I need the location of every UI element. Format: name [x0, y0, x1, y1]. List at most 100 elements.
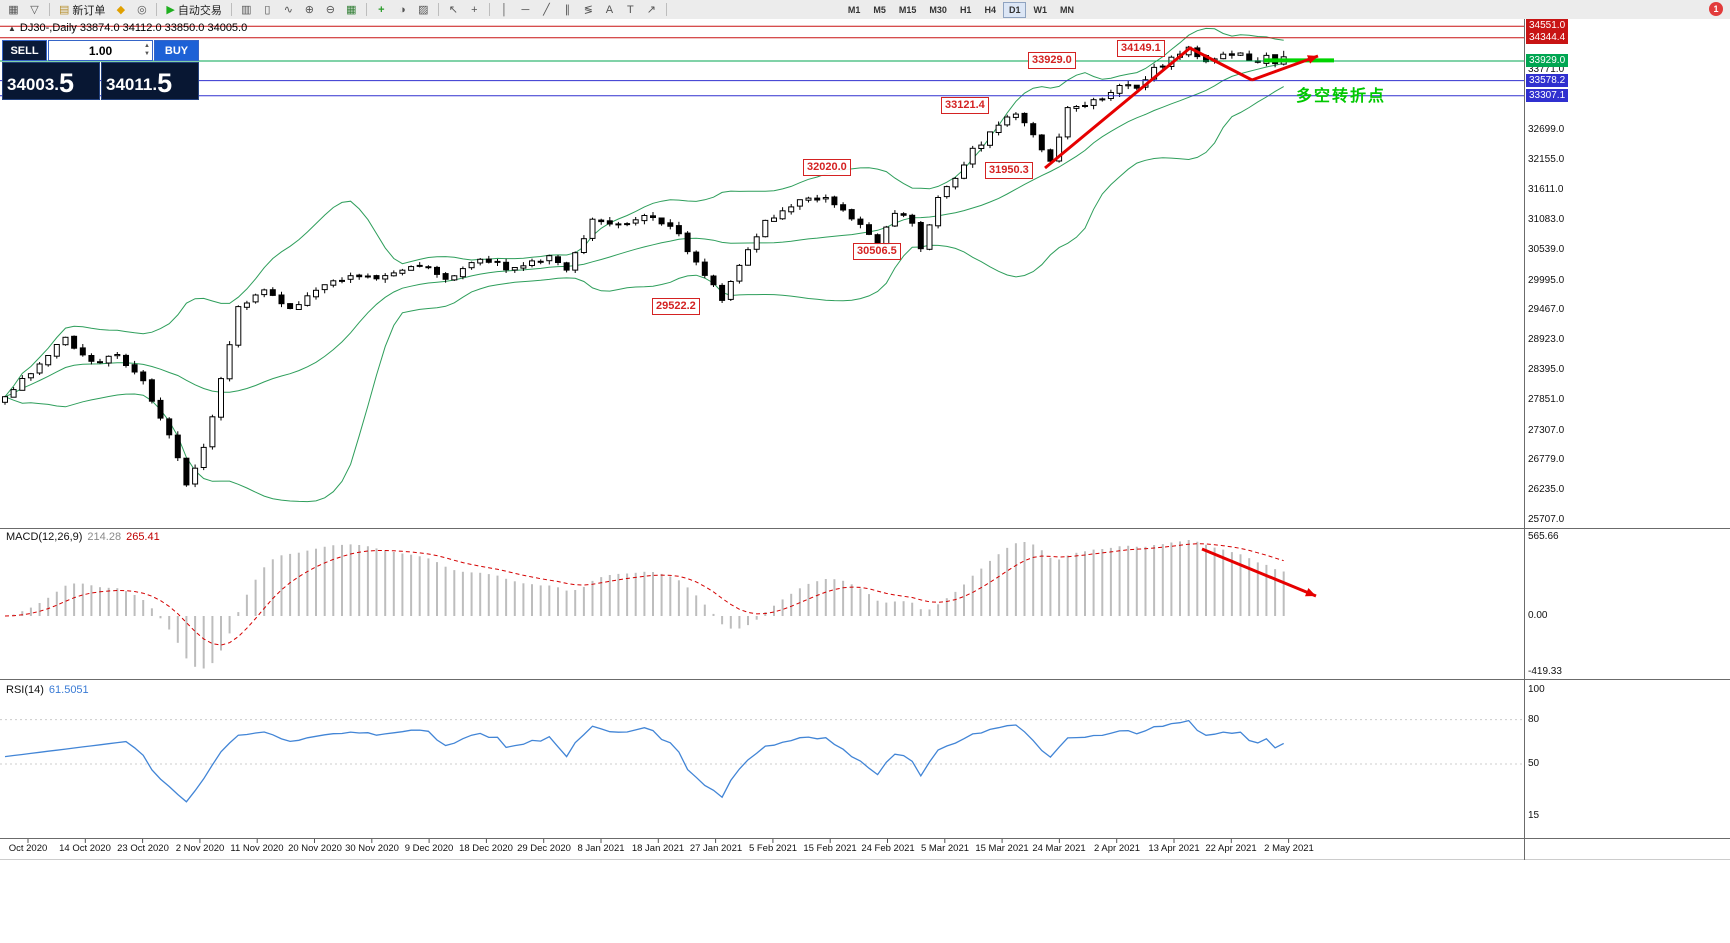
volume-up-icon[interactable]: ▲	[144, 43, 150, 49]
time-axis-label: 13 Apr 2021	[1148, 843, 1200, 854]
tile-windows-button[interactable]: ▦	[346, 4, 357, 16]
toolbar-separator	[488, 3, 490, 16]
toolbar-separator	[365, 3, 367, 16]
price-axis-line-label: 34551.0	[1526, 19, 1569, 32]
price-axis-label: 33771.0	[1528, 64, 1565, 75]
templates-button[interactable]: ▨	[418, 4, 429, 16]
price-axis-line-label: 33307.1	[1526, 89, 1569, 102]
price-callout[interactable]: 31950.3	[985, 162, 1033, 179]
price-axis-label: 26779.0	[1528, 454, 1565, 465]
price-axis-line-label: 33578.2	[1526, 74, 1569, 87]
arrows-button[interactable]: ↗	[646, 4, 656, 16]
timeframe-m1-button[interactable]: M1	[847, 4, 861, 15]
indicators-button[interactable]: +	[378, 3, 385, 16]
timeframe-m15-button[interactable]: M15	[898, 4, 917, 15]
new-chart-button[interactable]: ▦	[8, 4, 19, 16]
price-callout[interactable]: 29522.2	[652, 298, 700, 315]
price-callout[interactable]: 30506.5	[853, 243, 901, 260]
time-axis-label: 5 Mar 2021	[920, 843, 970, 854]
text-button[interactable]: A	[605, 3, 614, 16]
crosshair-button[interactable]: +	[471, 3, 478, 16]
toolbar-separator	[665, 3, 667, 16]
time-axis-label: 5 Feb 2021	[748, 843, 798, 854]
time-axis-label: 11 Nov 2020	[230, 843, 284, 854]
fibonacci-button[interactable]: ≶	[583, 4, 593, 16]
price-axis-label: 26235.0	[1528, 484, 1565, 495]
new-order-button[interactable]: ▤ 新订单	[59, 4, 106, 17]
toolbar-separator	[230, 3, 232, 16]
buy-price[interactable]: 34011. 5	[101, 62, 199, 100]
toolbar-separator	[49, 3, 50, 16]
timeframe-h4-button[interactable]: H4	[984, 4, 996, 15]
chart-annotation-text[interactable]: 多空转折点	[1296, 88, 1387, 105]
sell-button[interactable]: SELL	[2, 40, 47, 61]
time-axis-label: 14 Oct 2020	[59, 843, 111, 854]
price-axis-line-label: 34344.4	[1526, 31, 1569, 44]
buy-button[interactable]: BUY	[154, 40, 199, 61]
channel-button[interactable]: ∥	[564, 4, 571, 16]
time-axis-label: 24 Feb 2021	[861, 843, 915, 854]
zoom-in-button[interactable]: ⊕	[304, 4, 314, 16]
line-chart-button[interactable]: ∿	[283, 4, 293, 16]
volume-down-icon[interactable]: ▼	[144, 51, 150, 57]
macd-indicator-label: MACD(12,26,9) 214.28 265.41	[6, 531, 160, 543]
rsi-axis-label: 15	[1528, 810, 1540, 821]
price-axis-label: 31611.0	[1528, 184, 1564, 195]
sell-price[interactable]: 34003. 5	[2, 62, 100, 100]
time-axis-label: 9 Dec 2020	[404, 843, 454, 854]
timeframe-h1-button[interactable]: H1	[959, 4, 972, 15]
auto-trading-button[interactable]: ▶ 自动交易	[166, 4, 222, 17]
trendline-button[interactable]: ╱	[543, 4, 550, 16]
rsi-axis-label: 50	[1528, 758, 1540, 769]
cursor-button[interactable]: ↖	[448, 4, 458, 16]
price-callout[interactable]: 33929.0	[1028, 52, 1076, 69]
notification-badge[interactable]: 1	[1709, 2, 1723, 16]
price-callout[interactable]: 33121.4	[941, 97, 989, 114]
vertical-line-button[interactable]: │	[500, 3, 508, 16]
one-click-collapse-icon[interactable]: ▲	[8, 24, 16, 33]
alerts-button[interactable]: ◎	[137, 4, 147, 16]
bar-chart-button[interactable]: ▥	[241, 4, 252, 16]
price-axis-label: 30539.0	[1528, 244, 1565, 255]
macd-axis-label: 0.00	[1528, 610, 1548, 621]
macd-axis-label: -419.33	[1528, 666, 1562, 677]
timeframe-m5-button[interactable]: M5	[873, 4, 886, 15]
candlestick-chart-button[interactable]: ▯	[264, 4, 271, 16]
volume-input[interactable]: 1.00 ▲ ▼	[48, 40, 153, 61]
price-axis-label: 32699.0	[1528, 124, 1565, 135]
one-click-trading-panel: SELL 1.00 ▲ ▼ BUY 34003. 5 34011. 5	[2, 40, 199, 100]
timeframe-d1-button[interactable]: D1	[1002, 1, 1027, 18]
time-axis-label: 2 Nov 2020	[175, 843, 225, 854]
timeframe-toolbar: M1 M5 M15 M30 H1 H4 D1 W1 MN	[842, 1, 1080, 18]
price-callout[interactable]: 34149.1	[1117, 40, 1165, 57]
time-axis-label: 2 Apr 2021	[1094, 843, 1140, 854]
rsi-indicator-label: RSI(14) 61.5051	[6, 684, 89, 696]
zoom-out-button[interactable]: ⊖	[325, 4, 335, 16]
time-axis-label: 30 Nov 2020	[345, 843, 399, 854]
horizontal-line-button[interactable]: ─	[521, 3, 530, 16]
periods-button[interactable]: ◑	[399, 3, 406, 16]
price-axis-label: 27307.0	[1528, 425, 1565, 436]
chart-profiles-button[interactable]: ▽	[30, 4, 39, 16]
mql5-button[interactable]: ◆	[111, 2, 130, 18]
time-axis-label: Oct 2020	[8, 843, 48, 854]
toolbar-separator	[156, 3, 158, 16]
time-axis-label: 22 Apr 2021	[1205, 843, 1257, 854]
text-label-button[interactable]: T	[627, 3, 634, 16]
chart-title: ▲ DJ30-,Daily 33874.0 34112.0 33850.0 340…	[8, 22, 248, 34]
timeframe-m30-button[interactable]: M30	[929, 4, 947, 15]
macd-axis-label: 565.66	[1528, 531, 1559, 542]
price-axis-label: 32155.0	[1528, 154, 1565, 165]
new-order-icon: ▤	[59, 4, 70, 16]
timeframe-w1-button[interactable]: W1	[1033, 4, 1047, 15]
time-axis-label: 2 May 2021	[1264, 843, 1314, 854]
price-axis-label: 29995.0	[1528, 275, 1565, 286]
time-axis-label: 15 Mar 2021	[975, 843, 1029, 854]
price-callout[interactable]: 32020.0	[803, 159, 851, 176]
volume-spinner[interactable]: ▲ ▼	[144, 42, 150, 58]
price-axis-label: 27851.0	[1528, 394, 1565, 405]
timeframe-mn-button[interactable]: MN	[1059, 4, 1074, 15]
mql5-icon: ◆	[116, 4, 126, 16]
time-axis-label: 24 Mar 2021	[1032, 843, 1086, 854]
